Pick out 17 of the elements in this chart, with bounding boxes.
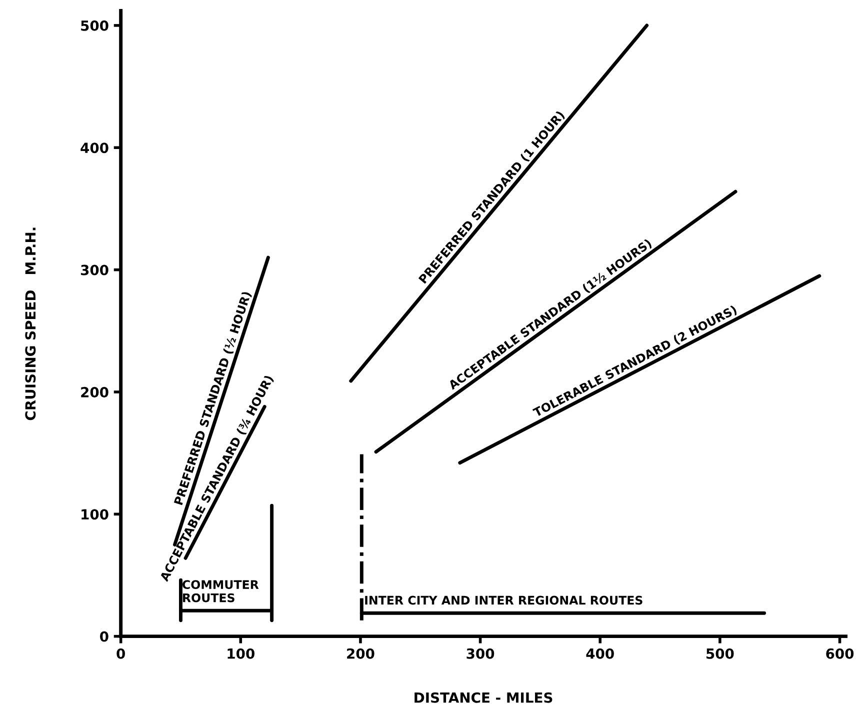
y-tick-label: 500 [81,20,108,31]
x-tick-label: 200 [347,648,374,659]
y-tick-label: 200 [81,386,108,398]
x-tick-label: 300 [466,648,494,659]
x-tick-label: 400 [586,648,614,659]
x-axis-title: DISTANCE - MILES [414,692,552,703]
y-tick-label: 0 [100,631,108,642]
y-axis-title: CRUISING SPEED M.P.H. [25,228,36,420]
x-tick-label: 500 [706,648,734,659]
x-tick-label: 100 [228,648,254,659]
x-tick-label: 0 [116,648,125,659]
x-tick-label: 600 [826,648,854,659]
annotation: COMMUTER ROUTES [182,580,259,602]
y-tick-label: 400 [80,142,108,154]
y-tick-label: 100 [82,509,108,520]
y-tick-label: 300 [80,264,108,276]
annotation: INTER CITY AND INTER REGIONAL ROUTES [365,596,642,605]
